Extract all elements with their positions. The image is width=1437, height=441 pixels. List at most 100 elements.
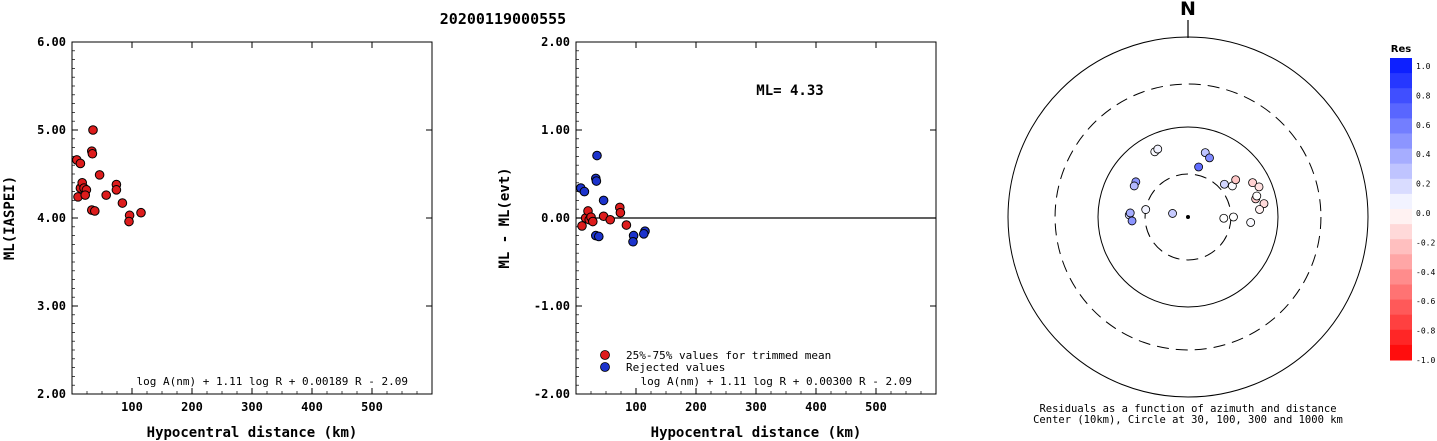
colorbar-cell [1390,329,1412,346]
y-tick-label: 2.00 [541,35,570,49]
panel1-formula: log A(nm) + 1.11 log R + 0.00189 R - 2.0… [136,375,408,388]
rejected-point [628,236,638,247]
distance-ring-1000km [1007,36,1369,398]
y-tick-label: 2.00 [37,387,66,401]
colorbar-cell [1390,118,1412,134]
station-residual-point [1248,178,1257,188]
panel2-legend: 25%-75% values for trimmed mean Rejected… [600,349,831,374]
panel1-x-axis-label: Hypocentral distance (km) [147,425,358,441]
station-residual-point [1219,179,1229,189]
rejected-point [579,186,590,197]
ml-data-point [136,207,146,218]
panel2-ticks: -2.00 -1.00 0.00 1.00 2.00 100 200 300 400 500 [534,35,937,414]
colorbar-tick-label: 0.0 [1416,209,1431,218]
colorbar-cell [1390,269,1412,285]
colorbar-tick-label: -0.8 [1416,327,1435,336]
x-tick-label: 200 [181,400,203,414]
panel2-points [576,150,650,247]
colorbar-tick-label: 0.2 [1416,180,1431,189]
ml-data-point [88,125,98,135]
station-residual-point [1259,199,1269,209]
colorbar-tick-label: 1.0 [1416,62,1431,71]
y-tick-label: 4.00 [37,211,66,225]
colorbar-cell [1390,163,1412,180]
panel2-x-axis-label: Hypocentral distance (km) [651,425,862,441]
trimmed-mean-point [577,221,587,231]
station-residual-point [1168,209,1177,218]
ml-data-point [87,148,98,159]
station-residual-point [1219,213,1229,223]
x-tick-label: 300 [745,400,767,414]
colorbar-tick-label: -0.6 [1416,297,1435,306]
colorbar-tick-label: -1.0 [1416,356,1435,365]
trimmed-mean-point [605,214,616,225]
y-tick-label: 6.00 [37,35,66,49]
legend-label-rejected: Rejected values [626,361,725,374]
panel1-points [72,125,146,227]
colorbar-tick-label: -0.2 [1416,238,1435,247]
legend-label-trimmed: 25%-75% values for trimmed mean [626,349,831,362]
trimmed-mean-point [621,220,632,230]
station-residual-point [1252,191,1262,201]
panel1-y-axis-label: ML(IASPEI) [2,176,18,260]
colorbar-cells [1390,58,1412,361]
colorbar-tick-label: 0.8 [1416,91,1431,100]
x-tick-label: 500 [361,400,383,414]
colorbar-cell [1390,73,1412,89]
ml-annotation: ML= 4.33 [756,83,823,99]
colorbar-cell [1390,193,1412,210]
azimuth-residual-map: N Residuals as a function of azimuth and… [1007,0,1369,426]
colorbar-cell [1390,88,1412,104]
ml-data-point [94,170,105,180]
station-residual-point [1254,182,1264,192]
x-tick-label: 100 [625,400,647,414]
x-tick-label: 100 [121,400,143,414]
ml-data-point [80,190,90,200]
x-tick-label: 400 [805,400,827,414]
ml-data-point [117,198,128,208]
rejected-point [591,176,602,186]
y-tick-label: 1.00 [541,123,570,137]
station-residual-point [1229,212,1238,222]
residual-colorbar: Res 1.0 0.8 0.6 0.4 0.2 0.0 -0.2 -0.4 -0.6 -0.8 -1… [1390,44,1435,365]
colorbar-cell [1390,148,1412,165]
y-tick-label: 5.00 [37,123,66,137]
distance-ring-100km [1097,126,1279,308]
rejected-point [594,231,604,242]
station-residual-point [1205,153,1214,163]
y-tick-label: 3.00 [37,299,66,313]
rejected-point [598,195,609,206]
colorbar-cell [1390,284,1412,301]
colorbar-cell [1390,254,1412,270]
colorbar-tick-label: 0.6 [1416,121,1431,130]
station-residuals [1124,144,1269,227]
distance-ring-300km [1054,83,1322,351]
panel2-formula: log A(nm) + 1.11 log R + 0.00300 R - 2.0… [640,375,912,388]
ml-data-point [101,190,111,200]
ml-data-point [124,216,134,227]
north-label: N [1180,0,1196,20]
colorbar-title: Res [1391,44,1411,55]
epicenter-marker [1186,215,1190,219]
station-residual-point [1125,208,1135,218]
colorbar-cell [1390,224,1412,240]
colorbar-tick-label: -0.4 [1416,268,1435,277]
station-residual-point [1141,205,1151,214]
station-residual-point [1255,205,1264,214]
colorbar-cell [1390,239,1412,255]
station-residual-point [1129,181,1139,191]
colorbar-cell [1390,344,1412,361]
station-residual-point [1231,175,1241,185]
colorbar-cell [1390,178,1412,195]
residual-vs-distance-panel: ML - ML(evt) Hypocentral distance (km) M… [497,35,937,441]
panel1-ticks: 2.00 3.00 4.00 5.00 6.00 100 200 300 400 500 [37,35,433,414]
distance-rings [1007,36,1369,398]
panel2-y-axis-label: ML - ML(evt) [497,167,513,268]
station-residual-point [1153,144,1163,154]
colorbar-cell [1390,58,1412,74]
colorbar-cell [1390,299,1412,316]
ml-data-point [111,185,122,195]
trimmed-mean-point [615,207,626,218]
ml-data-point [75,158,86,169]
